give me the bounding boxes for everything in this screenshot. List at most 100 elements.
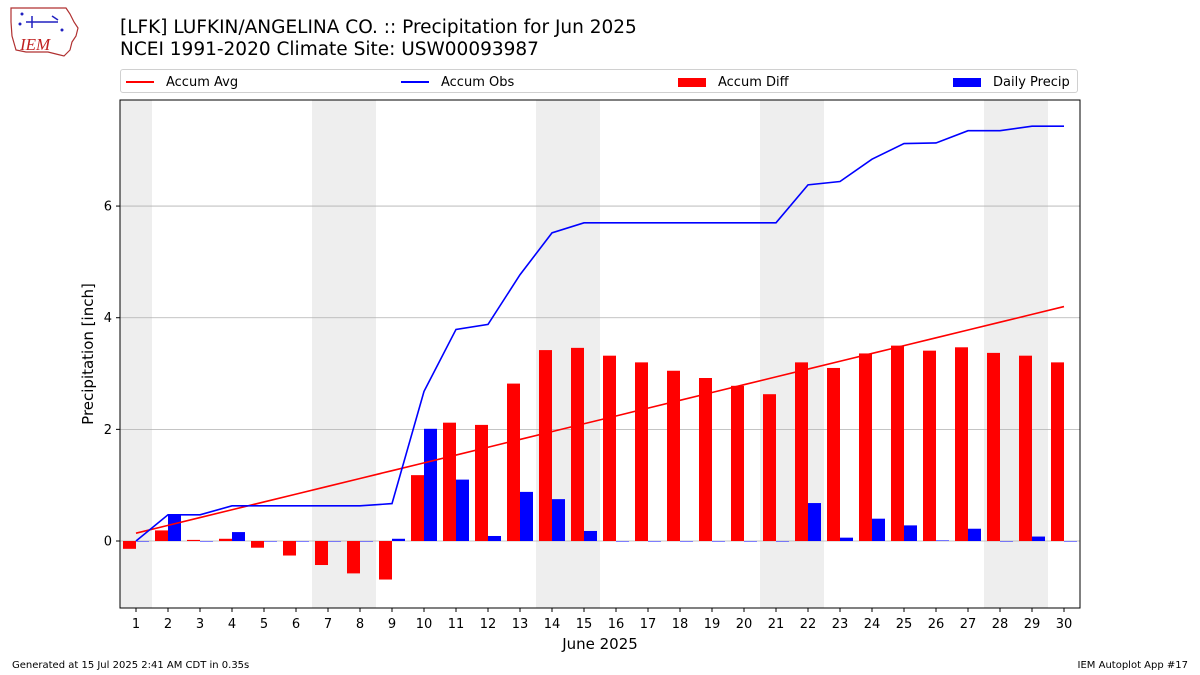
x-tick-label: 21 xyxy=(768,617,785,632)
x-tick-label: 23 xyxy=(832,617,849,632)
x-tick-label: 1 xyxy=(132,617,140,632)
x-tick-label: 27 xyxy=(960,617,977,632)
daily-precip-bar xyxy=(488,535,501,542)
chart-title: [LFK] LUFKIN/ANGELINA CO. :: Precipitati… xyxy=(120,17,637,61)
daily-precip-bar xyxy=(872,518,885,542)
accum-diff-bar xyxy=(347,541,360,574)
accum-diff-bar xyxy=(795,362,808,542)
x-tick-label: 4 xyxy=(228,617,236,632)
accum-diff-bar xyxy=(219,538,232,542)
daily-precip-bar xyxy=(616,541,629,542)
iem-logo: IEM xyxy=(8,6,80,58)
accum-diff-bar xyxy=(891,345,904,542)
daily-precip-bar xyxy=(520,491,533,542)
x-tick-label: 20 xyxy=(736,617,753,632)
daily-precip-bar xyxy=(712,541,725,542)
daily-precip-bar xyxy=(584,530,597,542)
accum-diff-bar xyxy=(283,541,296,556)
x-tick-label: 10 xyxy=(416,617,433,632)
legend-label-accum-obs: Accum Obs xyxy=(441,74,515,90)
daily-precip-bar xyxy=(1064,541,1077,542)
x-tick-label: 16 xyxy=(608,617,625,632)
legend-label-accum-diff: Accum Diff xyxy=(718,74,789,90)
daily-precip-bar xyxy=(264,541,277,542)
daily-precip-bar xyxy=(136,541,149,542)
x-tick-label: 3 xyxy=(196,617,204,632)
x-tick-label: 26 xyxy=(928,617,945,632)
x-tick-label: 22 xyxy=(800,617,817,632)
accum-diff-bar xyxy=(635,362,648,542)
accum-diff-bar xyxy=(571,347,584,542)
accum-obs-line xyxy=(135,125,1064,542)
title-line-2: NCEI 1991-2020 Climate Site: USW00093987 xyxy=(120,39,539,60)
accum-diff-bar xyxy=(987,352,1000,542)
x-axis-label: June 2025 xyxy=(561,635,638,653)
legend-label-accum-avg: Accum Avg xyxy=(166,74,239,90)
daily-precip-bar xyxy=(904,525,917,542)
x-tick-label: 24 xyxy=(864,617,881,632)
daily-precip-bar xyxy=(968,528,981,542)
daily-precip-bar xyxy=(392,538,405,542)
legend-item-accum-diff: Accum Diff xyxy=(678,73,789,91)
accum-diff-bar xyxy=(859,353,872,542)
legend-swatch-daily-precip xyxy=(953,77,981,87)
footer-generated: Generated at 15 Jul 2025 2:41 AM CDT in … xyxy=(12,660,250,671)
title-line-1: [LFK] LUFKIN/ANGELINA CO. :: Precipitati… xyxy=(120,17,637,38)
x-tick-label: 15 xyxy=(576,617,593,632)
accum-diff-bar xyxy=(603,355,616,542)
x-tick-label: 19 xyxy=(704,617,721,632)
accum-diff-bar xyxy=(955,347,968,542)
daily-precip-bar xyxy=(840,537,853,542)
legend-label-daily-precip: Daily Precip xyxy=(993,74,1070,90)
y-tick-label: 0 xyxy=(104,535,112,550)
accum-diff-bar xyxy=(155,530,168,542)
daily-precip-bar xyxy=(776,541,789,542)
accum-diff-bar xyxy=(507,383,520,542)
daily-precip-bar xyxy=(648,541,661,542)
x-tick-label: 25 xyxy=(896,617,913,632)
accum-diff-bar xyxy=(763,394,776,542)
x-tick-label: 9 xyxy=(388,617,396,632)
x-tick-label: 2 xyxy=(164,617,172,632)
daily-precip-bar xyxy=(1032,536,1045,542)
footer-app: IEM Autoplot App #17 xyxy=(1077,660,1188,671)
accum-diff-bar xyxy=(1019,355,1032,542)
x-tick-label: 11 xyxy=(448,617,465,632)
weekend-band xyxy=(312,100,376,608)
accum-diff-bar xyxy=(443,422,456,542)
accum-diff-bar xyxy=(667,370,680,542)
accum-diff-bar xyxy=(923,350,936,542)
y-tick-label: 2 xyxy=(104,423,112,438)
accum-avg-line xyxy=(135,305,1065,534)
daily-precip-bar xyxy=(424,428,437,542)
daily-precip-bar xyxy=(456,479,469,542)
accum-diff-bar xyxy=(411,475,424,542)
y-tick-label: 6 xyxy=(104,200,112,215)
legend-swatch-accum-obs xyxy=(401,81,429,83)
weekend-band xyxy=(120,100,152,608)
accum-diff-bar xyxy=(475,424,488,542)
legend: Accum Avg Accum Obs Accum Diff Daily Pre… xyxy=(120,69,1078,93)
daily-precip-bar xyxy=(744,541,757,542)
accum-diff-bar xyxy=(539,350,552,542)
legend-item-accum-obs: Accum Obs xyxy=(401,73,514,91)
accum-diff-bar xyxy=(379,541,392,580)
accum-diff-bar xyxy=(1051,362,1064,542)
accum-diff-bar xyxy=(187,539,200,542)
y-tick-label: 4 xyxy=(104,311,112,326)
logo-text: IEM xyxy=(19,35,51,54)
x-tick-label: 18 xyxy=(672,617,689,632)
y-axis-label: Precipitation [inch] xyxy=(79,283,97,425)
daily-precip-bar xyxy=(936,540,949,542)
x-tick-label: 14 xyxy=(544,617,561,632)
legend-swatch-accum-diff xyxy=(678,77,706,87)
daily-precip-bar xyxy=(680,541,693,542)
x-tick-label: 7 xyxy=(324,617,332,632)
x-tick-label: 8 xyxy=(356,617,364,632)
plot-frame xyxy=(119,99,1081,609)
daily-precip-bar xyxy=(552,499,565,542)
accum-diff-bar xyxy=(315,541,328,566)
x-tick-label: 13 xyxy=(512,617,529,632)
daily-precip-bar xyxy=(360,541,373,542)
